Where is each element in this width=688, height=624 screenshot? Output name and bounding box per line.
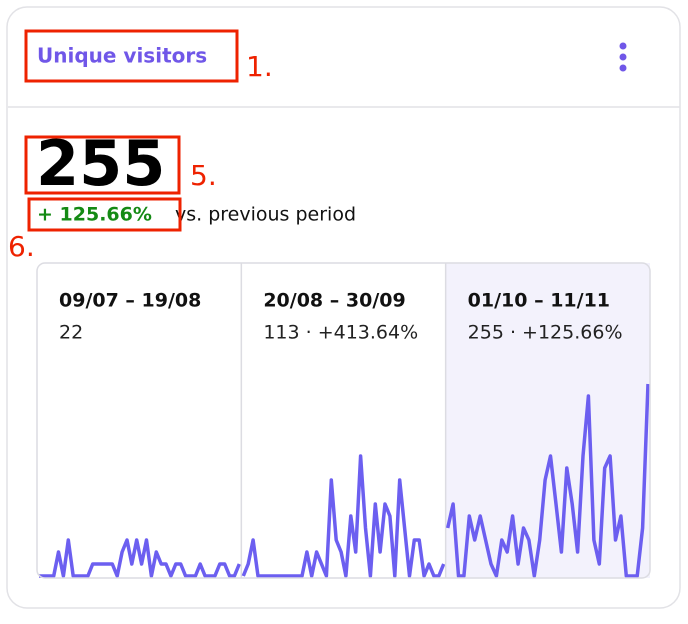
- period-summary: 255 · +125.66%: [468, 322, 623, 344]
- period-summary: 113 · +413.64%: [263, 322, 418, 344]
- sparkline: [39, 538, 241, 578]
- period-summary: 22: [59, 322, 83, 344]
- sparkline: [445, 383, 650, 578]
- card-title[interactable]: Unique visitors: [37, 44, 207, 68]
- sparkline: [241, 454, 446, 578]
- change-suffix: vs. previous period: [175, 204, 356, 226]
- menu-dot: [619, 42, 627, 50]
- annotation-label: 1.: [246, 50, 273, 83]
- period-label: 20/08 – 30/09: [263, 290, 405, 312]
- period-label: 01/10 – 11/11: [468, 290, 610, 312]
- annotation-box: [27, 197, 182, 232]
- change-value: + 125.66%: [37, 204, 152, 226]
- annotation-label: 6.: [8, 230, 35, 263]
- menu-dot: [619, 64, 627, 72]
- sparkline-chart: 09/07 – 19/08 22 20/08 – 30/09 113 · +413.6…: [36, 262, 651, 579]
- menu-button[interactable]: [619, 42, 627, 72]
- annotation-label: 5.: [190, 159, 217, 192]
- total-value: 255: [36, 127, 165, 200]
- chart-frame: [36, 262, 651, 579]
- period-label: 09/07 – 19/08: [59, 290, 201, 312]
- annotation-box: [24, 29, 239, 83]
- menu-dot: [619, 53, 627, 61]
- annotation-box: [24, 135, 181, 195]
